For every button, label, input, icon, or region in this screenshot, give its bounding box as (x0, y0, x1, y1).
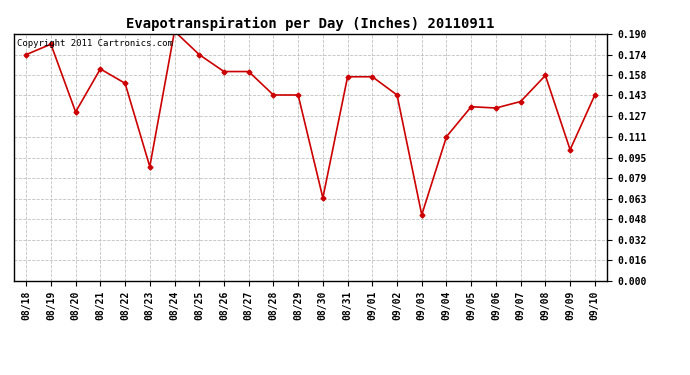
Text: Copyright 2011 Cartronics.com: Copyright 2011 Cartronics.com (17, 39, 172, 48)
Title: Evapotranspiration per Day (Inches) 20110911: Evapotranspiration per Day (Inches) 2011… (126, 17, 495, 31)
